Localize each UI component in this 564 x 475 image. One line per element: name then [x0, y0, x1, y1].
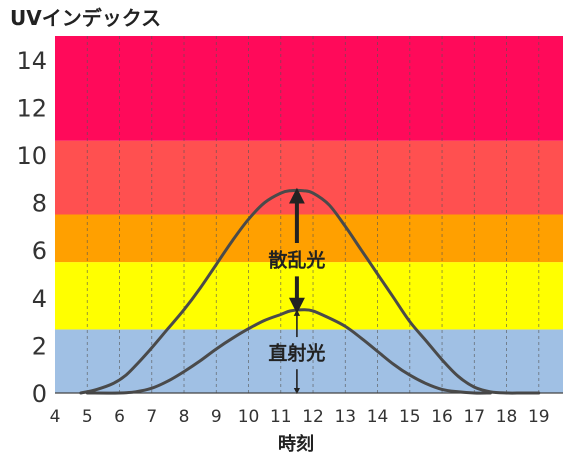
- uv-band-2: [55, 214, 563, 263]
- annotation-direct-light: 直射光: [268, 342, 325, 365]
- x-tick-label-18: 18: [496, 407, 518, 427]
- y-tick-label-12: 12: [16, 94, 47, 122]
- x-tick-label-13: 13: [334, 407, 356, 427]
- y-tick-label-6: 6: [32, 237, 47, 265]
- y-tick-label-10: 10: [16, 142, 47, 170]
- x-tick-label-9: 9: [211, 407, 222, 427]
- chart-title: UVインデックス: [10, 6, 161, 30]
- x-tick-label-10: 10: [238, 407, 260, 427]
- x-tick-label-14: 14: [367, 407, 389, 427]
- x-tick-label-12: 12: [302, 407, 324, 427]
- annotations: 散乱光 直射光: [268, 249, 325, 365]
- y-tick-label-4: 4: [32, 285, 47, 313]
- uv-band-4: [55, 36, 563, 141]
- x-tick-label-19: 19: [528, 407, 550, 427]
- x-tick-label-5: 5: [82, 407, 93, 427]
- x-tick-labels: 4 5 6 7 8 9 10 11 12 13 14 15 16 17 18 19: [50, 407, 550, 427]
- annotation-scattered-light: 散乱光: [268, 249, 325, 272]
- x-tick-label-16: 16: [431, 407, 453, 427]
- y-tick-label-8: 8: [32, 190, 47, 218]
- uv-band-3: [55, 140, 563, 215]
- y-tick-label-2: 2: [32, 332, 47, 360]
- x-axis-label: 時刻: [278, 433, 314, 455]
- x-tick-label-15: 15: [399, 407, 421, 427]
- y-tick-labels: 0 2 4 6 8 10 12 14: [16, 47, 47, 408]
- uv-band-1: [55, 262, 563, 330]
- x-tick-label-17: 17: [463, 407, 485, 427]
- y-tick-label-0: 0: [32, 380, 47, 408]
- uv-bands: [55, 36, 563, 393]
- x-tick-label-11: 11: [270, 407, 292, 427]
- x-tick-label-6: 6: [114, 407, 125, 427]
- x-tick-label-8: 8: [179, 407, 190, 427]
- y-tick-label-14: 14: [16, 47, 47, 75]
- x-tick-label-4: 4: [50, 407, 61, 427]
- x-tick-label-7: 7: [146, 407, 157, 427]
